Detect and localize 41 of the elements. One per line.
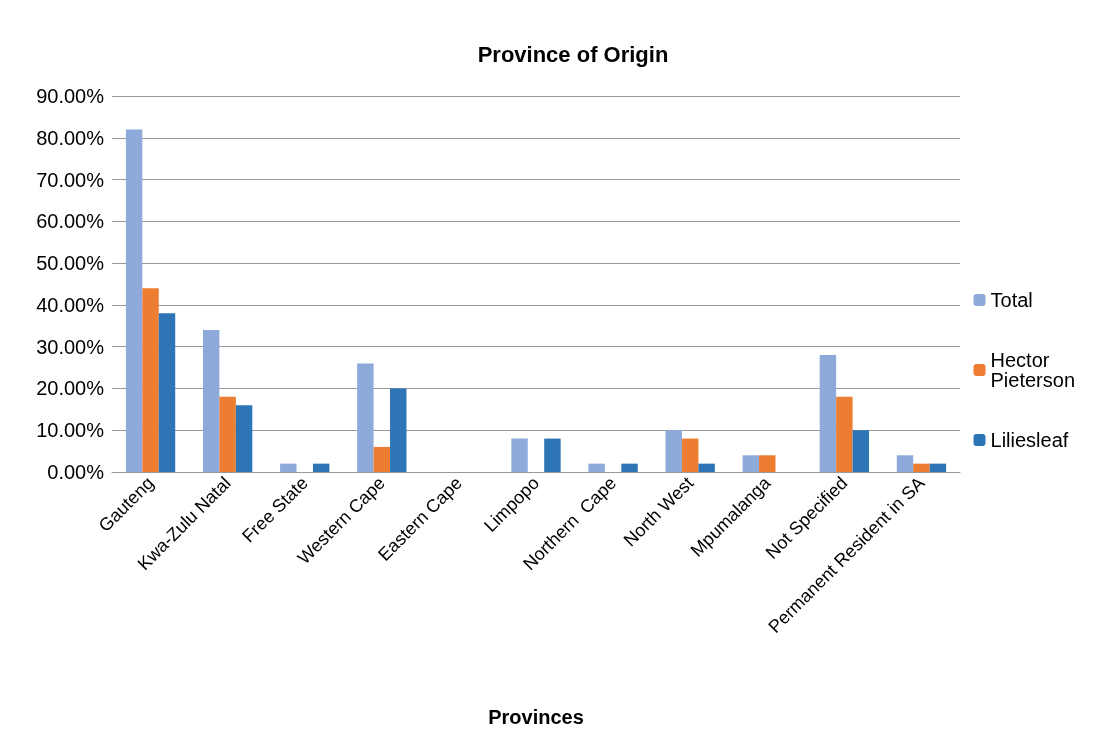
chart-title: Province of Origin: [477, 41, 669, 67]
bar: [219, 396, 236, 472]
bar: [280, 463, 297, 472]
y-tick-label: 90.00%: [36, 85, 105, 107]
y-tick-label: 80.00%: [36, 126, 105, 149]
bar: [235, 405, 253, 472]
bar: [819, 355, 837, 472]
y-tick-label: 60.00%: [36, 210, 105, 233]
bar: [681, 438, 699, 472]
bar: [929, 463, 947, 472]
legend-label: Hector Pieterson: [990, 349, 1076, 391]
y-tick-label: 10.00%: [36, 419, 105, 442]
bar: [373, 446, 391, 472]
bar: [125, 129, 143, 472]
bar: [544, 438, 561, 472]
bar: [202, 329, 220, 472]
bar: [836, 396, 853, 472]
y-tick-label: 50.00%: [36, 252, 105, 275]
bar: [896, 455, 914, 472]
y-tick-label: 0.00%: [47, 461, 105, 483]
bar: [698, 463, 715, 472]
bar: [390, 388, 407, 472]
bar: [158, 313, 176, 472]
bar: [665, 430, 682, 472]
bar: [357, 363, 374, 472]
y-tick-label: 30.00%: [36, 335, 105, 358]
legend-label: Liliesleaf: [990, 429, 1069, 451]
y-tick-label: 70.00%: [36, 168, 105, 191]
bar: [621, 463, 638, 472]
bar: [312, 463, 330, 472]
bar: [852, 430, 870, 472]
bar: [142, 288, 159, 472]
bar: [742, 455, 760, 472]
y-tick-label: 20.00%: [36, 377, 105, 400]
y-tick-label: 40.00%: [36, 293, 105, 316]
bar: [588, 463, 605, 472]
bar: [759, 455, 776, 472]
legend-label: Total: [990, 289, 1033, 311]
bar: [913, 463, 930, 472]
x-axis-title: Provinces: [488, 706, 584, 728]
bar: [511, 438, 528, 472]
